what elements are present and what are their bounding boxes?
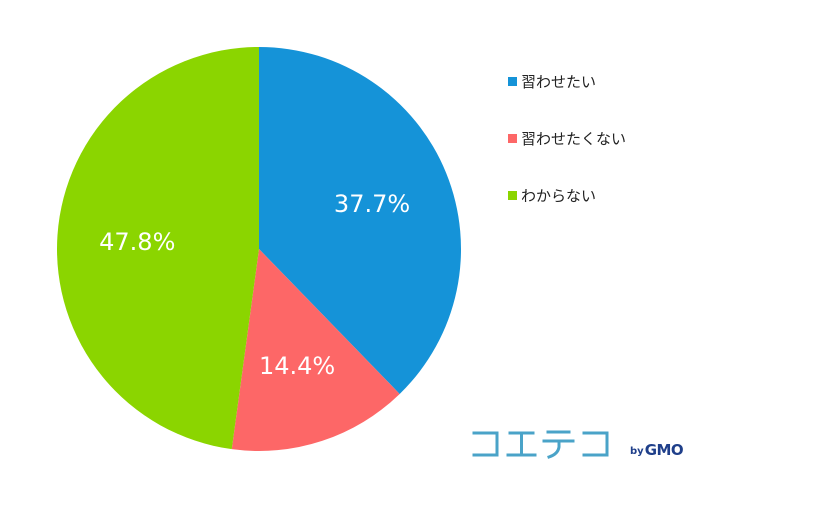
pie-slice-unknown	[57, 47, 259, 450]
pie-slice-not-want	[231, 249, 400, 451]
logo-by-text: by	[630, 446, 644, 457]
legend-label: わからない	[521, 186, 597, 205]
pie-slice-want	[259, 47, 461, 394]
legend-swatch	[508, 76, 517, 86]
pie-data-label: 14.4%	[259, 352, 335, 380]
pie-data-label: 37.7%	[334, 190, 410, 218]
legend-label: 習わせたい	[521, 72, 597, 91]
legend-swatch	[508, 133, 517, 143]
brand-logo: by GMO	[470, 428, 684, 460]
legend-swatch	[508, 190, 517, 200]
legend-item-unknown: わからない	[508, 185, 626, 205]
chart-legend: 習わせたい 習わせたくない わからない	[508, 71, 626, 242]
logo-gmo-text: GMO	[644, 441, 684, 459]
coeteco-logo-mark	[472, 430, 609, 459]
legend-item-want: 習わせたい	[508, 71, 626, 91]
legend-item-not-want: 習わせたくない	[508, 128, 626, 148]
legend-label: 習わせたくない	[521, 129, 627, 148]
pie-data-label: 47.8%	[99, 228, 175, 256]
